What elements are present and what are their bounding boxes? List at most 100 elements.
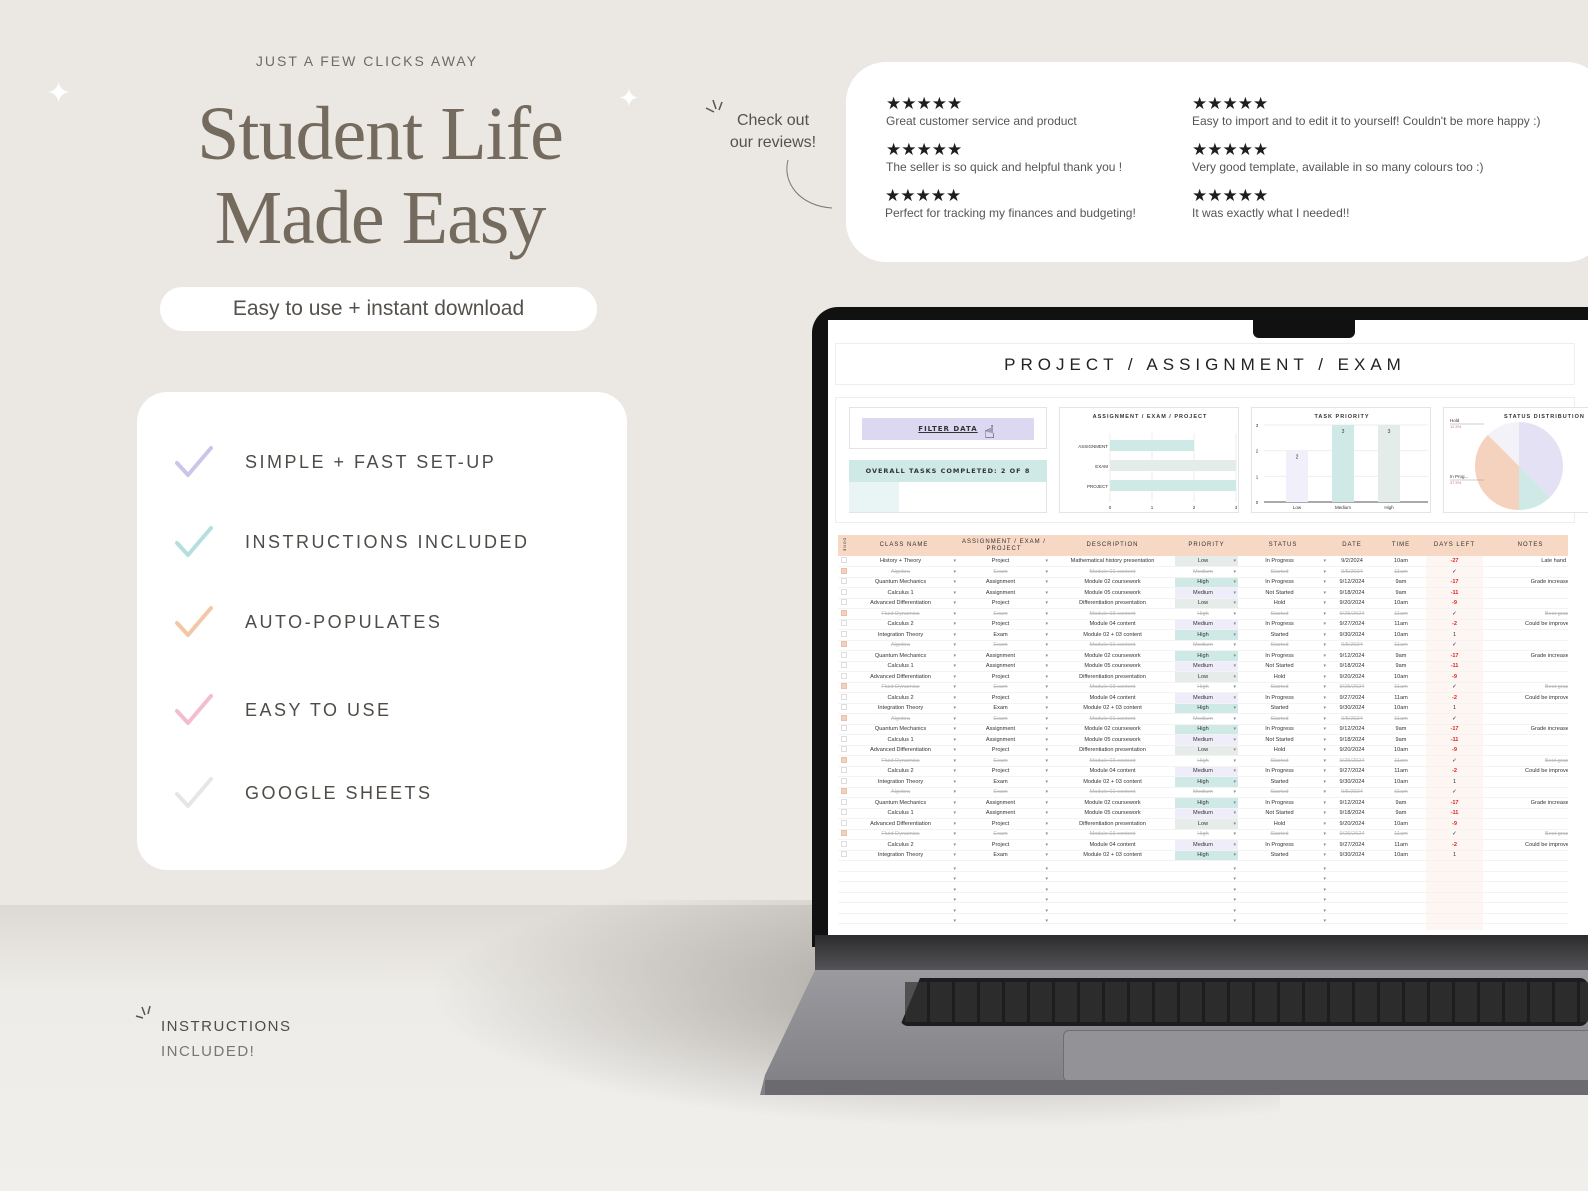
status-dropdown[interactable]: Started bbox=[1238, 850, 1328, 861]
priority-dropdown[interactable]: Medium bbox=[1175, 713, 1238, 725]
status-dropdown[interactable]: Not Started bbox=[1238, 587, 1328, 599]
class-name-cell[interactable]: Calculus 1 bbox=[850, 587, 958, 599]
empty-cell[interactable] bbox=[1376, 860, 1426, 872]
class-name-cell[interactable]: History + Theory bbox=[850, 556, 958, 567]
class-name-cell[interactable]: Advanced Differentiation bbox=[850, 598, 958, 609]
empty-cell[interactable] bbox=[1376, 913, 1426, 924]
empty-cell[interactable] bbox=[1426, 892, 1483, 903]
empty-cell[interactable] bbox=[1050, 913, 1175, 924]
priority-dropdown[interactable]: Low bbox=[1175, 818, 1238, 830]
done-checkbox[interactable] bbox=[838, 608, 850, 620]
type-dropdown[interactable]: Exam bbox=[958, 640, 1050, 651]
checkbox[interactable] bbox=[841, 641, 847, 648]
status-dropdown[interactable]: Started bbox=[1238, 608, 1328, 620]
empty-cell[interactable] bbox=[1328, 881, 1376, 893]
empty-cell[interactable] bbox=[1426, 902, 1483, 914]
checkbox[interactable] bbox=[841, 767, 847, 774]
status-dropdown[interactable]: In Progress bbox=[1238, 556, 1328, 567]
status-dropdown[interactable]: In Progress bbox=[1238, 650, 1328, 662]
priority-dropdown[interactable]: High bbox=[1175, 703, 1238, 714]
status-dropdown[interactable]: Not Started bbox=[1238, 808, 1328, 819]
empty-cell[interactable] bbox=[838, 923, 850, 930]
priority-dropdown[interactable]: Medium bbox=[1175, 640, 1238, 651]
filter-data-button[interactable]: FILTER DATA bbox=[862, 418, 1034, 440]
empty-cell[interactable] bbox=[1175, 892, 1238, 903]
status-dropdown[interactable]: Started bbox=[1238, 829, 1328, 840]
empty-cell[interactable] bbox=[838, 860, 850, 872]
checkbox[interactable] bbox=[841, 725, 847, 732]
type-dropdown[interactable]: Exam bbox=[958, 713, 1050, 725]
priority-dropdown[interactable]: Medium bbox=[1175, 619, 1238, 630]
priority-dropdown[interactable]: Medium bbox=[1175, 839, 1238, 851]
done-checkbox[interactable] bbox=[838, 734, 850, 746]
priority-dropdown[interactable]: High bbox=[1175, 755, 1238, 767]
type-dropdown[interactable]: Exam bbox=[958, 703, 1050, 714]
priority-dropdown[interactable]: High bbox=[1175, 724, 1238, 735]
checkbox[interactable] bbox=[841, 693, 847, 700]
status-dropdown[interactable]: In Progress bbox=[1238, 839, 1328, 851]
empty-cell[interactable] bbox=[1376, 881, 1426, 893]
type-dropdown[interactable]: Assignment bbox=[958, 724, 1050, 735]
priority-dropdown[interactable]: Low bbox=[1175, 745, 1238, 756]
priority-dropdown[interactable]: Medium bbox=[1175, 587, 1238, 599]
class-name-cell[interactable]: Advanced Differentiation bbox=[850, 818, 958, 830]
class-name-cell[interactable]: Advanced Differentiation bbox=[850, 745, 958, 756]
status-dropdown[interactable]: Started bbox=[1238, 566, 1328, 578]
checkbox[interactable] bbox=[841, 777, 847, 784]
class-name-cell[interactable]: Calculus 1 bbox=[850, 661, 958, 672]
empty-cell[interactable] bbox=[850, 881, 958, 893]
type-dropdown[interactable]: Project bbox=[958, 839, 1050, 851]
checkbox[interactable] bbox=[841, 788, 847, 795]
priority-dropdown[interactable]: Low bbox=[1175, 556, 1238, 567]
type-dropdown[interactable]: Exam bbox=[958, 608, 1050, 620]
empty-cell[interactable] bbox=[958, 892, 1050, 903]
empty-cell[interactable] bbox=[1175, 902, 1238, 914]
empty-cell[interactable] bbox=[1483, 923, 1568, 930]
checkbox[interactable] bbox=[841, 578, 847, 585]
empty-cell[interactable] bbox=[1238, 881, 1328, 893]
empty-cell[interactable] bbox=[850, 913, 958, 924]
empty-cell[interactable] bbox=[1050, 892, 1175, 903]
empty-cell[interactable] bbox=[850, 923, 958, 930]
done-checkbox[interactable] bbox=[838, 745, 850, 756]
class-name-cell[interactable]: Algebra bbox=[850, 640, 958, 651]
checkbox[interactable] bbox=[841, 746, 847, 753]
empty-cell[interactable] bbox=[850, 860, 958, 872]
status-dropdown[interactable]: In Progress bbox=[1238, 619, 1328, 630]
empty-cell[interactable] bbox=[1328, 902, 1376, 914]
checkbox[interactable] bbox=[841, 798, 847, 805]
empty-cell[interactable] bbox=[1483, 881, 1568, 893]
priority-dropdown[interactable]: High bbox=[1175, 650, 1238, 662]
type-dropdown[interactable]: Exam bbox=[958, 787, 1050, 798]
status-dropdown[interactable]: Hold bbox=[1238, 745, 1328, 756]
status-dropdown[interactable]: Started bbox=[1238, 713, 1328, 725]
checkbox[interactable] bbox=[841, 704, 847, 711]
empty-cell[interactable] bbox=[1175, 881, 1238, 893]
type-dropdown[interactable]: Project bbox=[958, 745, 1050, 756]
class-name-cell[interactable]: Quantum Mechanics bbox=[850, 650, 958, 662]
empty-cell[interactable] bbox=[958, 871, 1050, 882]
empty-cell[interactable] bbox=[838, 871, 850, 882]
priority-dropdown[interactable]: Low bbox=[1175, 671, 1238, 683]
empty-cell[interactable] bbox=[1376, 923, 1426, 930]
class-name-cell[interactable]: Calculus 1 bbox=[850, 808, 958, 819]
empty-cell[interactable] bbox=[1426, 923, 1483, 930]
type-dropdown[interactable]: Assignment bbox=[958, 797, 1050, 809]
done-checkbox[interactable] bbox=[838, 766, 850, 777]
checkbox[interactable] bbox=[841, 809, 847, 816]
empty-cell[interactable] bbox=[1376, 892, 1426, 903]
status-dropdown[interactable]: In Progress bbox=[1238, 577, 1328, 588]
priority-dropdown[interactable]: Medium bbox=[1175, 661, 1238, 672]
status-dropdown[interactable]: Started bbox=[1238, 640, 1328, 651]
empty-cell[interactable] bbox=[1238, 923, 1328, 930]
done-checkbox[interactable] bbox=[838, 661, 850, 672]
type-dropdown[interactable]: Assignment bbox=[958, 577, 1050, 588]
class-name-cell[interactable]: Algebra bbox=[850, 566, 958, 578]
checkbox[interactable] bbox=[841, 609, 847, 616]
checkbox[interactable] bbox=[841, 735, 847, 742]
empty-cell[interactable] bbox=[1483, 860, 1568, 872]
done-checkbox[interactable] bbox=[838, 755, 850, 767]
class-name-cell[interactable]: Fluid Dynamics bbox=[850, 682, 958, 693]
empty-cell[interactable] bbox=[1175, 860, 1238, 872]
status-dropdown[interactable]: Started bbox=[1238, 682, 1328, 693]
